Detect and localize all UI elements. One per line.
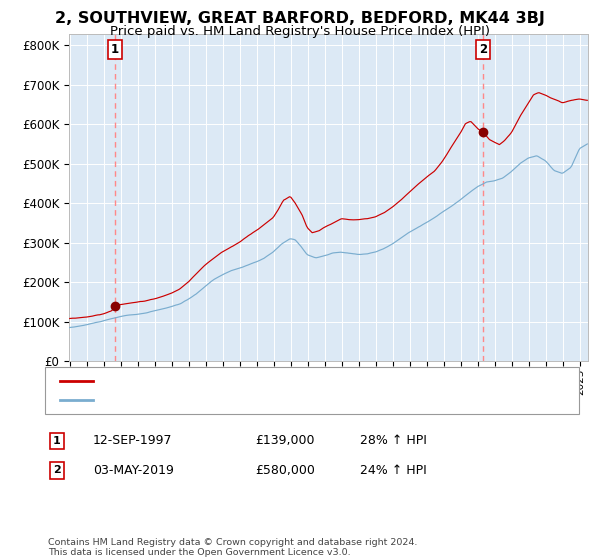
Text: Contains HM Land Registry data © Crown copyright and database right 2024.
This d: Contains HM Land Registry data © Crown c… (48, 538, 418, 557)
Text: 2: 2 (479, 43, 487, 56)
Text: Price paid vs. HM Land Registry's House Price Index (HPI): Price paid vs. HM Land Registry's House … (110, 25, 490, 38)
Text: £139,000: £139,000 (255, 434, 314, 447)
Text: 24% ↑ HPI: 24% ↑ HPI (360, 464, 427, 477)
Text: £580,000: £580,000 (255, 464, 315, 477)
Text: 12-SEP-1997: 12-SEP-1997 (93, 434, 173, 447)
Text: 2, SOUTHVIEW, GREAT BARFORD, BEDFORD, MK44 3BJ (detached house): 2, SOUTHVIEW, GREAT BARFORD, BEDFORD, MK… (102, 376, 501, 386)
Text: 1: 1 (111, 43, 119, 56)
Text: 28% ↑ HPI: 28% ↑ HPI (360, 434, 427, 447)
Text: 2: 2 (53, 465, 61, 475)
Text: HPI: Average price, detached house, Bedford: HPI: Average price, detached house, Bedf… (102, 395, 347, 405)
Text: 2, SOUTHVIEW, GREAT BARFORD, BEDFORD, MK44 3BJ: 2, SOUTHVIEW, GREAT BARFORD, BEDFORD, MK… (55, 11, 545, 26)
Text: 03-MAY-2019: 03-MAY-2019 (93, 464, 174, 477)
Text: 1: 1 (53, 436, 61, 446)
